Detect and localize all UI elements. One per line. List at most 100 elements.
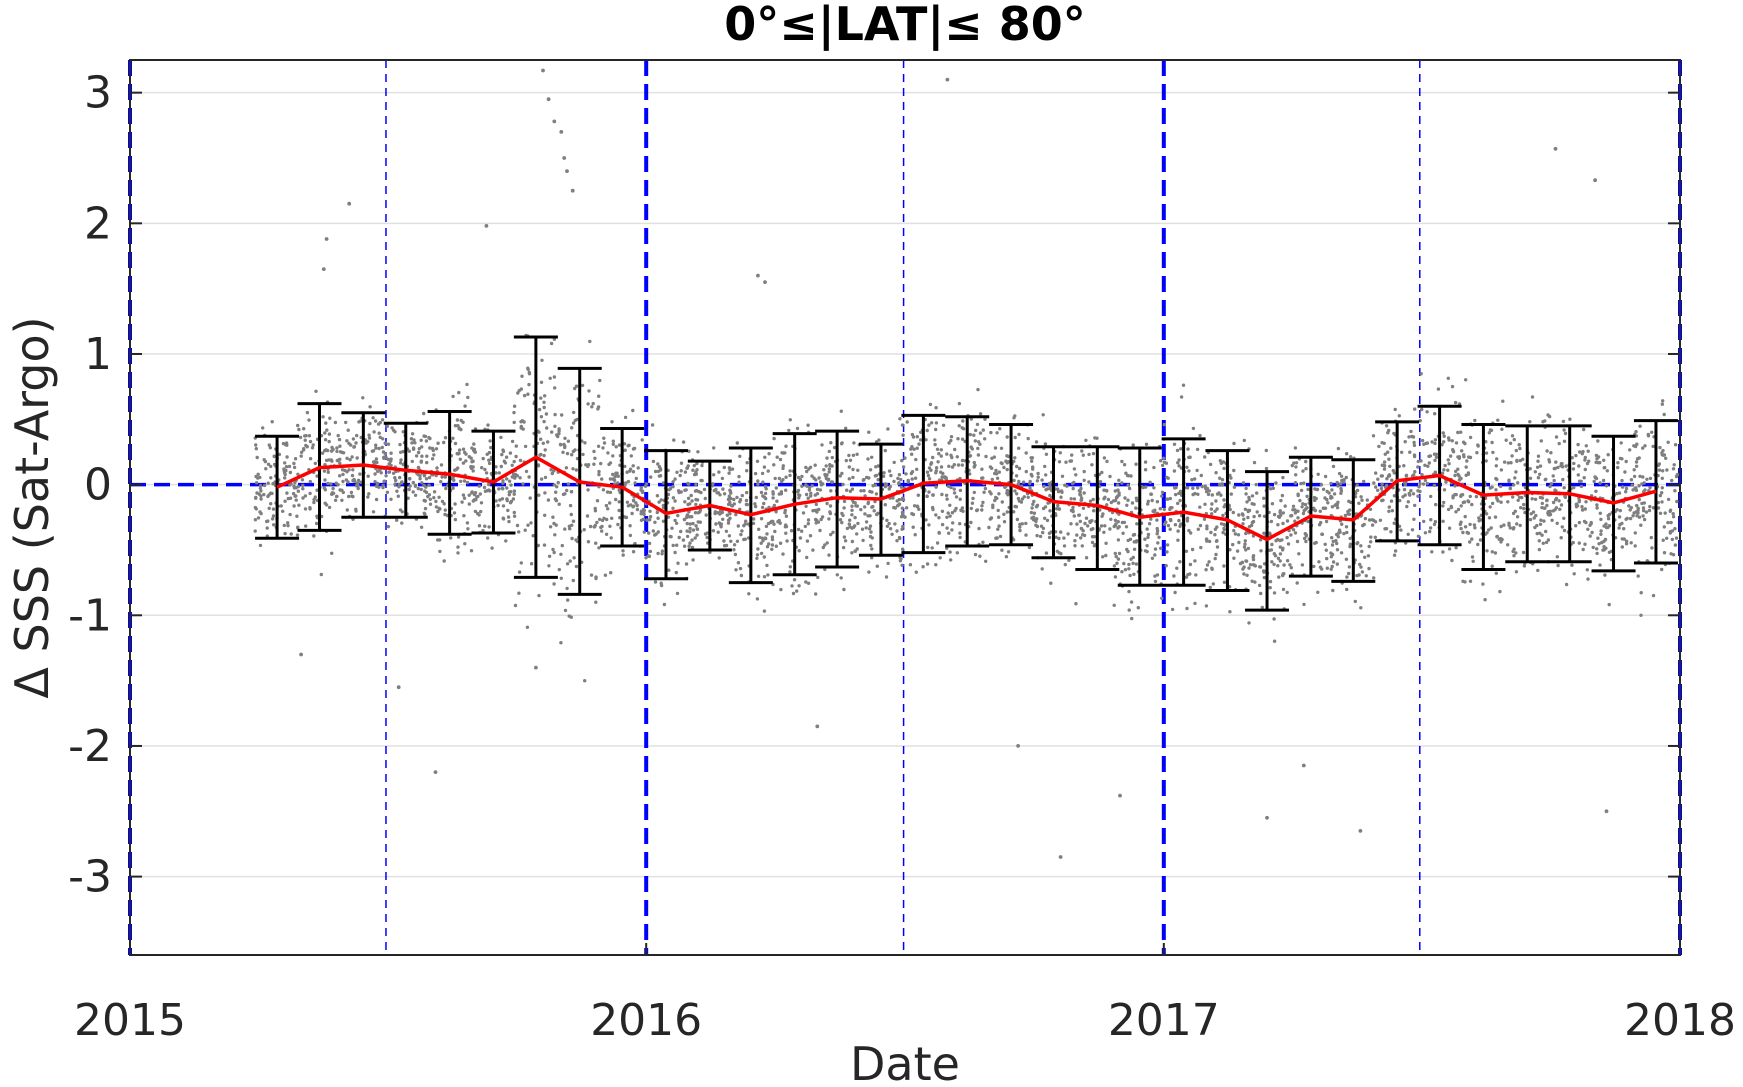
data-point xyxy=(323,431,327,435)
data-point xyxy=(1262,514,1267,518)
data-point xyxy=(1132,572,1136,576)
data-point xyxy=(1459,504,1463,508)
data-point xyxy=(568,559,572,563)
data-point xyxy=(755,597,760,601)
data-point xyxy=(1156,541,1160,545)
data-point xyxy=(463,542,467,546)
data-point xyxy=(1596,536,1600,540)
data-point xyxy=(1317,560,1321,564)
data-point xyxy=(1259,549,1263,553)
data-point xyxy=(1450,558,1454,563)
data-point xyxy=(1434,502,1438,507)
data-point xyxy=(1178,560,1182,564)
data-point xyxy=(1660,476,1665,480)
data-point xyxy=(1604,484,1609,488)
data-point xyxy=(1058,451,1063,455)
data-point xyxy=(1113,518,1118,522)
data-point xyxy=(772,436,776,441)
data-point xyxy=(550,471,554,476)
data-point xyxy=(463,404,467,408)
data-point xyxy=(1105,459,1109,464)
data-point xyxy=(1536,476,1541,480)
data-point xyxy=(1285,559,1290,563)
data-point xyxy=(1168,527,1172,531)
data-point xyxy=(614,497,618,502)
data-point xyxy=(289,532,293,536)
data-point xyxy=(1243,507,1248,511)
data-point xyxy=(1024,469,1029,474)
data-point xyxy=(1035,479,1040,483)
data-point xyxy=(958,531,962,535)
data-point xyxy=(542,543,547,547)
data-point xyxy=(1471,559,1475,563)
data-point xyxy=(672,438,676,442)
data-point xyxy=(862,489,866,493)
data-point xyxy=(1056,503,1060,508)
data-point xyxy=(1440,443,1444,447)
data-point xyxy=(863,512,867,516)
data-point xyxy=(373,480,377,484)
data-point xyxy=(1449,505,1454,510)
data-point xyxy=(563,608,568,613)
data-point xyxy=(765,532,769,536)
data-point xyxy=(1639,523,1643,527)
data-point xyxy=(659,498,663,502)
data-point xyxy=(1215,545,1220,549)
data-point xyxy=(806,522,810,526)
data-point xyxy=(1624,542,1629,546)
data-point xyxy=(1605,469,1610,473)
data-point xyxy=(1645,477,1649,481)
data-point xyxy=(1583,455,1588,460)
data-point xyxy=(539,415,544,419)
data-point xyxy=(572,410,576,415)
data-point xyxy=(692,463,696,468)
data-point xyxy=(1390,509,1395,513)
data-point xyxy=(759,490,764,495)
data-point xyxy=(1540,506,1544,510)
data-point xyxy=(1373,535,1378,539)
data-point xyxy=(1329,555,1334,559)
data-point xyxy=(700,463,704,468)
data-point xyxy=(1630,483,1634,487)
data-point xyxy=(1128,537,1133,541)
data-point xyxy=(1493,515,1498,519)
data-point xyxy=(1188,562,1193,567)
data-point xyxy=(377,431,381,435)
data-point xyxy=(1017,479,1021,484)
data-point xyxy=(1579,479,1583,484)
data-point xyxy=(1084,556,1089,560)
data-point xyxy=(1547,414,1552,419)
data-point xyxy=(998,534,1003,539)
data-point xyxy=(536,543,540,548)
data-point xyxy=(841,545,846,550)
data-point xyxy=(1335,480,1339,485)
data-point xyxy=(488,439,492,443)
data-point xyxy=(1403,440,1407,444)
data-point xyxy=(451,394,455,399)
data-point xyxy=(718,493,722,497)
data-point xyxy=(1540,501,1545,506)
data-point xyxy=(552,521,556,526)
data-point xyxy=(900,458,904,463)
data-point xyxy=(395,489,399,493)
data-point xyxy=(900,563,904,567)
data-point xyxy=(413,483,418,487)
data-point xyxy=(416,486,420,491)
data-point xyxy=(1387,474,1392,478)
data-point xyxy=(512,510,516,515)
data-point xyxy=(1000,500,1004,504)
data-point xyxy=(272,523,276,527)
data-point xyxy=(600,477,604,481)
data-point xyxy=(616,522,620,527)
data-point xyxy=(457,390,461,395)
data-point xyxy=(771,492,775,496)
data-point xyxy=(1242,572,1246,576)
data-point xyxy=(1143,468,1148,472)
data-point xyxy=(1013,489,1017,493)
data-point xyxy=(676,561,680,565)
data-point xyxy=(855,547,859,551)
data-point xyxy=(302,427,306,431)
data-point xyxy=(897,473,902,477)
data-point xyxy=(1062,544,1067,548)
data-point xyxy=(1090,463,1094,467)
